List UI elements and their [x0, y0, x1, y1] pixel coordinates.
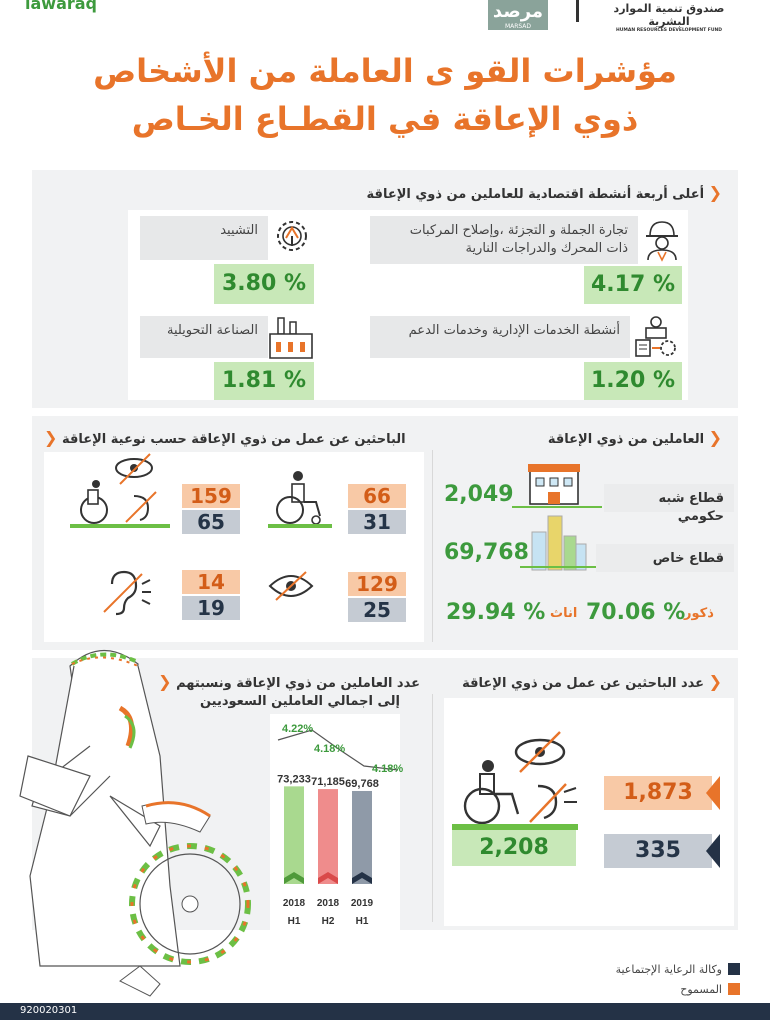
orange-arrow-icon	[706, 776, 720, 810]
females-value: 29.94 %	[446, 600, 546, 625]
job-seekers-total-inner	[444, 698, 734, 926]
males-label: ذكور	[684, 606, 714, 621]
chevron-left-icon: ❮	[708, 183, 722, 202]
page-title-line1: مؤشرات القو ى العاملة من الأشخاص	[93, 52, 677, 90]
multiple-disability-orange: 159	[182, 484, 240, 508]
activity-value-construction: 3.80 %	[214, 264, 314, 304]
private-underline	[520, 566, 602, 568]
construction-gear-icon	[277, 221, 307, 251]
hrdf-logo: صندوق تنمية الموارد البشرية HUMAN RESOUR…	[606, 0, 732, 33]
chart-value-label: 71,185	[311, 776, 345, 788]
activity-value-manufacturing: 1.81 %	[214, 362, 314, 400]
chart-bar	[284, 786, 304, 884]
admin-services-icon	[635, 316, 676, 357]
job-seekers-orange-value: 1,873	[604, 776, 712, 810]
marsad-logo-en: MARSAD	[504, 23, 532, 30]
private-value: 69,768	[444, 540, 529, 565]
wheelchair-orange: 66	[348, 484, 406, 508]
top-activities-heading: ❮ أعلى أربعة أنشطة اقتصادية للعاملين من …	[366, 183, 722, 202]
activity-label-construction: التشييد	[140, 216, 268, 260]
government-building-icon	[528, 464, 580, 505]
chart-share-label: 4.18%	[314, 743, 345, 755]
activity-value-trade: 4.17 %	[584, 266, 682, 304]
chevron-left-icon: ❮	[708, 672, 722, 691]
semi-gov-underline	[512, 506, 602, 508]
chart-share-label: 4.22%	[282, 723, 313, 735]
job-seekers-gray-value: 335	[604, 834, 712, 868]
legend-swatch-orange	[728, 983, 740, 995]
worker-helmet-icon	[646, 221, 678, 262]
employed-chart-heading: عدد العاملين من ذوي الإعاقة ونسبتهم ❮ إل…	[158, 672, 420, 710]
job-seekers-total-value: 2,208	[452, 830, 576, 866]
visual-gray: 25	[348, 598, 406, 622]
bar-base-chevron-icon	[318, 872, 338, 884]
chart-value-label: 73,233	[277, 773, 311, 785]
footer-bar: 920020301	[0, 1003, 770, 1020]
legend-item-allowed: المسموح	[540, 980, 740, 998]
females-label: اناث	[550, 606, 578, 621]
private-label: قطاع خاص	[596, 544, 734, 572]
hrdf-name-en: HUMAN RESOURCES DEVELOPMENT FUND	[615, 28, 722, 33]
chart-year-label: 2018	[317, 898, 340, 909]
chevron-left-icon: ❮	[44, 428, 58, 447]
navy-arrow-icon	[706, 834, 720, 868]
footer-number: 920020301	[20, 1005, 78, 1016]
man-in-wheelchair-illustration	[19, 649, 251, 997]
section-divider	[432, 694, 433, 922]
chevron-left-icon: ❮	[158, 672, 172, 691]
chart-year-label: 2019	[351, 898, 374, 909]
chart-bar	[352, 790, 372, 884]
bar-base-chevron-icon	[352, 872, 372, 884]
legend-item-social-welfare: وكالة الرعاية الإجتماعية	[540, 960, 740, 978]
job-seekers-total-heading: ❮ عدد الباحثين عن عمل من ذوي الإعاقة	[462, 672, 722, 691]
chart-half-label: H1	[356, 916, 369, 927]
marsad-logo-ar: مرصد	[492, 1, 544, 22]
chart-value-label: 69,768	[345, 778, 379, 790]
private-sector-buildings-icon	[531, 515, 587, 571]
chart-year-label: 2018	[283, 898, 306, 909]
chart-bar	[318, 789, 338, 884]
wheelchair-gray: 31	[348, 510, 406, 534]
legend-swatch-navy	[728, 963, 740, 975]
activity-label-trade: تجارة الجملة و التجزئة ،وإصلاح المركبات …	[370, 216, 638, 264]
bar-base-chevron-icon	[284, 872, 304, 884]
section-divider	[432, 450, 433, 642]
logo-divider-icon	[576, 0, 579, 22]
partial-logo-text: lawaraq	[25, 0, 97, 13]
share-trend-line	[277, 729, 399, 771]
multiple-disability-icon	[70, 453, 170, 528]
visual-impairment-icon	[268, 571, 314, 601]
multiple-disability-large-icon	[452, 731, 578, 830]
chart-half-label: H1	[288, 916, 301, 927]
legend: وكالة الرعاية الإجتماعية المسموح	[540, 960, 740, 998]
activity-value-admin: 1.20 %	[584, 362, 682, 400]
activity-label-admin: أنشطة الخدمات الإدارية وخدمات الدعم	[370, 316, 630, 358]
marsad-logo: مرصد MARSAD	[488, 0, 548, 30]
hrdf-name-ar: صندوق تنمية الموارد البشرية	[613, 2, 725, 28]
males-value: 70.06 %	[586, 600, 686, 625]
wheelchair-icon	[268, 471, 332, 528]
chart-half-label: H2	[322, 916, 335, 927]
job-seekers-type-heading: الباحثين عن عمل من ذوي الإعاقة حسب نوعية…	[44, 428, 406, 447]
chevron-left-icon: ❮	[708, 428, 722, 447]
multiple-disability-gray: 65	[182, 510, 240, 534]
factory-icon	[269, 317, 313, 359]
employed-heading: ❮ العاملين من ذوي الإعاقة	[547, 428, 722, 447]
semi-gov-label: قطاع شبه حكومي	[604, 484, 734, 524]
hearing-gray: 19	[182, 596, 240, 620]
chart-share-label: 4.18%	[372, 763, 403, 775]
hearing-impairment-icon	[103, 570, 151, 616]
activity-label-manufacturing: الصناعة التحويلية	[140, 316, 268, 358]
semi-gov-value: 2,049	[444, 482, 514, 507]
page-title-line2: ذوي الإعاقة في القطـاع الخـاص	[131, 100, 639, 138]
hearing-orange: 14	[182, 570, 240, 594]
visual-orange: 129	[348, 572, 406, 596]
employed-bar-chart: 73,233 2018 H1 71,185 2018 H2 69,768 2019 H1 4.22…	[270, 714, 403, 930]
